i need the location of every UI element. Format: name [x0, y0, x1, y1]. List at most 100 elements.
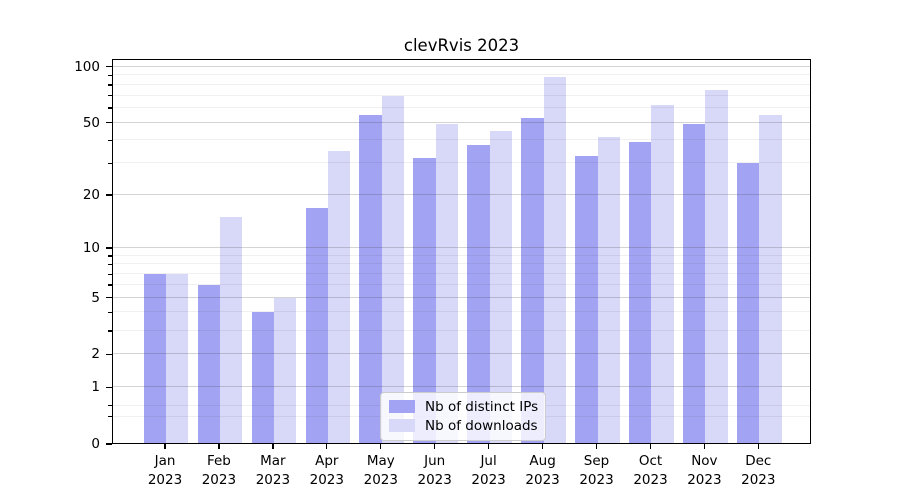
- y-tick-label: 0: [91, 436, 100, 452]
- x-tick-label-year: 2023: [633, 472, 668, 488]
- y-tick-major: [106, 121, 112, 124]
- bar-downloads-nov: [705, 90, 728, 444]
- legend-item-downloads: Nb of downloads: [389, 416, 538, 435]
- x-tick: [703, 444, 706, 449]
- bar-downloads-sep: [597, 136, 620, 444]
- y-tick-label: 2: [91, 346, 100, 363]
- bar-downloads-may: [381, 95, 405, 444]
- x-tick-label-year: 2023: [579, 472, 614, 488]
- x-tick-label: Oct 2023: [619, 452, 683, 490]
- bar-distinct-ips-feb: [197, 284, 220, 444]
- bar-distinct-ips-aug: [521, 117, 544, 444]
- bar-distinct-ips-jan: [143, 274, 166, 444]
- y-tick-label: 50: [82, 114, 100, 131]
- y-tick-major: [106, 66, 112, 68]
- bar-downloads-jul: [489, 131, 512, 444]
- y-tick-minor: [108, 95, 112, 97]
- x-tick-label: Feb 2023: [187, 452, 251, 490]
- y-tick-label: 10: [82, 240, 100, 256]
- x-tick-label-month: Dec: [745, 453, 772, 469]
- y-tick-minor: [108, 162, 112, 165]
- y-tick-major: [106, 247, 112, 249]
- bar-downloads-feb: [219, 217, 243, 444]
- bar-downloads-jun: [435, 124, 458, 444]
- bar-distinct-ips-nov: [683, 124, 706, 444]
- x-tick-label: Apr 2023: [295, 452, 359, 490]
- y-tick-minor: [108, 74, 112, 77]
- x-tick-label-month: Jun: [424, 453, 446, 469]
- y-tick-minor: [108, 107, 112, 109]
- x-tick-label-month: Feb: [206, 453, 231, 469]
- x-tick-label-month: Jan: [154, 453, 176, 469]
- x-tick: [164, 444, 166, 449]
- y-tick-minor: [108, 273, 112, 275]
- chart-title: clevRvis 2023: [403, 36, 520, 55]
- x-tick-label-year: 2023: [525, 472, 560, 488]
- bar-distinct-ips-sep: [575, 155, 598, 444]
- bar-distinct-ips-jun: [413, 158, 436, 444]
- x-tick-label-year: 2023: [363, 472, 398, 488]
- y-tick-major: [106, 296, 112, 299]
- legend-label-distinct-ips: Nb of distinct IPs: [425, 398, 539, 415]
- x-tick-label-year: 2023: [309, 472, 344, 488]
- x-tick-label: Dec 2023: [726, 452, 790, 490]
- x-tick: [649, 444, 652, 449]
- x-tick: [380, 444, 382, 449]
- x-tick-label: Jan 2023: [133, 452, 197, 490]
- legend-swatch-distinct-ips: [389, 400, 415, 413]
- x-tick-label: Sep 2023: [565, 452, 629, 490]
- bar-downloads-jan: [166, 274, 189, 444]
- x-tick-label-month: Apr: [315, 453, 339, 469]
- x-tick-label: Jul 2023: [457, 452, 521, 490]
- y-tick-label: 5: [91, 289, 100, 306]
- x-tick: [326, 444, 328, 449]
- x-tick-label-year: 2023: [255, 472, 291, 488]
- x-tick-label: Aug 2023: [511, 452, 575, 490]
- y-tick-minor: [108, 284, 112, 286]
- y-tick-label: 100: [74, 58, 100, 75]
- bar-downloads-aug: [543, 77, 566, 444]
- bar-distinct-ips-jul: [467, 144, 490, 444]
- bar-distinct-ips-oct: [629, 142, 652, 444]
- y-tick-major: [106, 194, 112, 196]
- x-tick: [757, 444, 759, 449]
- bar-downloads-oct: [651, 105, 674, 444]
- y-tick-minor: [108, 330, 112, 332]
- x-tick-label-month: Jul: [480, 453, 497, 469]
- y-tick-label: 20: [82, 187, 100, 204]
- y-tick-label: 1: [91, 379, 100, 396]
- x-tick-label-year: 2023: [201, 472, 237, 488]
- x-tick-label-year: 2023: [147, 472, 183, 488]
- x-tick-label-year: 2023: [687, 472, 722, 488]
- bar-downloads-mar: [273, 297, 297, 444]
- x-tick: [487, 444, 490, 449]
- x-tick-label: May 2023: [349, 452, 413, 490]
- y-tick-major: [106, 443, 112, 445]
- x-tick-label-month: Nov: [691, 453, 718, 469]
- bar-downloads-dec: [759, 114, 782, 444]
- x-tick-label-year: 2023: [741, 472, 776, 488]
- y-tick-minor: [108, 311, 112, 314]
- bar-distinct-ips-apr: [305, 207, 328, 444]
- legend-swatch-downloads: [389, 419, 415, 432]
- x-tick-label-month: Sep: [583, 453, 610, 469]
- legend-item-distinct-ips: Nb of distinct IPs: [389, 397, 539, 416]
- bar-downloads-apr: [327, 151, 351, 444]
- plot-area: [112, 59, 811, 444]
- y-tick-major: [106, 353, 112, 355]
- x-tick-label-month: May: [366, 453, 395, 469]
- x-tick: [272, 444, 274, 449]
- x-tick: [595, 444, 598, 449]
- x-tick-label-month: Aug: [529, 453, 556, 469]
- bar-distinct-ips-mar: [251, 312, 274, 444]
- x-tick-label: Nov 2023: [672, 452, 736, 490]
- y-tick-minor: [108, 84, 112, 86]
- x-tick-label-year: 2023: [471, 472, 506, 488]
- y-tick-minor: [108, 255, 112, 257]
- x-tick-label-year: 2023: [417, 472, 452, 488]
- y-tick-minor: [108, 416, 112, 418]
- x-tick-label: Jun 2023: [403, 452, 467, 490]
- x-tick: [434, 444, 436, 449]
- bar-distinct-ips-dec: [737, 163, 760, 444]
